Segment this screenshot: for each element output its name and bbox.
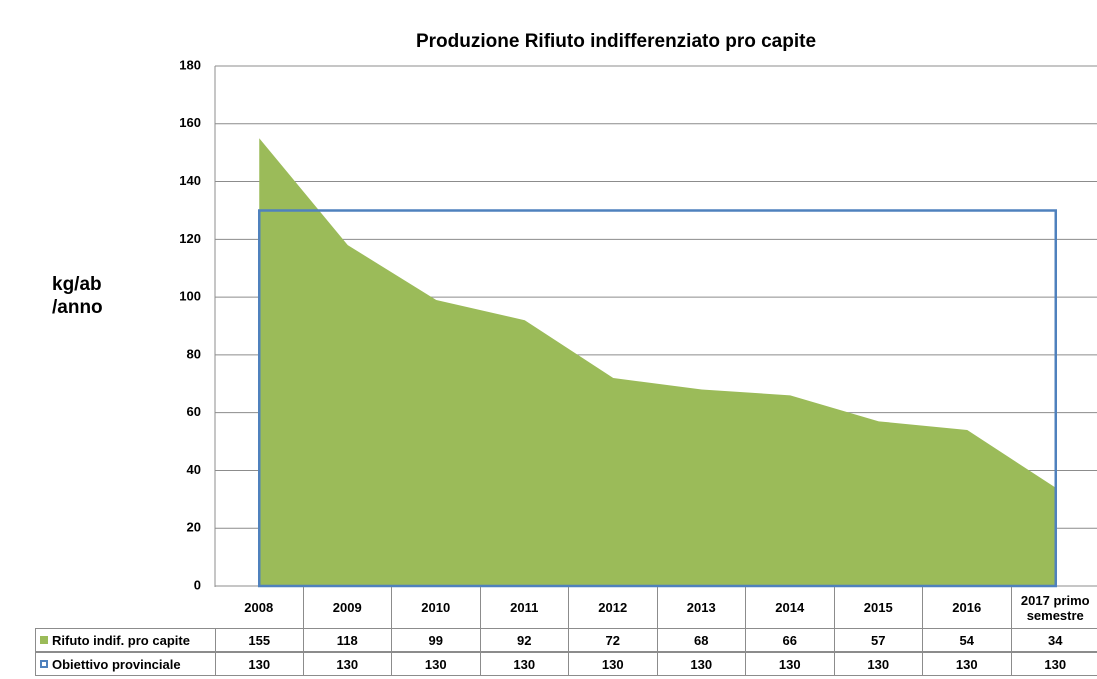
table-header-cell: 2010 bbox=[392, 587, 481, 628]
y-tick-label: 40 bbox=[187, 462, 201, 477]
y-tick-label: 20 bbox=[187, 520, 201, 535]
table-value-cell: 68 bbox=[657, 628, 746, 652]
table-value-cell: 130 bbox=[303, 652, 392, 676]
area bbox=[259, 138, 1056, 586]
y-tick-label: 0 bbox=[194, 577, 201, 592]
legend-label: Obiettivo provinciale bbox=[52, 656, 181, 672]
table-value-cell: 130 bbox=[480, 652, 569, 676]
table-header-cell: 2009 bbox=[304, 587, 392, 628]
table-header-cell: 2008 bbox=[215, 587, 304, 628]
table-legend-cell: Obiettivo provinciale bbox=[35, 652, 215, 676]
table-value-cell: 130 bbox=[746, 652, 835, 676]
legend-label: Rifuto indif. pro capite bbox=[52, 632, 190, 648]
table-header-cell: 2012 bbox=[569, 587, 658, 628]
target-area bbox=[258, 209, 1057, 588]
y-tick-label: 80 bbox=[187, 346, 201, 361]
y-tick-label: 60 bbox=[187, 404, 201, 419]
legend-key bbox=[40, 636, 48, 644]
table-value-cell: 118 bbox=[303, 628, 392, 652]
legend-key bbox=[40, 660, 48, 668]
table-legend-cell: Rifuto indif. pro capite bbox=[35, 628, 215, 652]
chart-title: Produzione Rifiuto indifferenziato pro c… bbox=[416, 31, 816, 52]
table-header-cell: 2016 bbox=[923, 587, 1012, 628]
y-tick-label: 180 bbox=[179, 57, 201, 72]
table-value-cell: 155 bbox=[215, 628, 304, 652]
y-tick-label: 100 bbox=[179, 289, 201, 304]
y-axis-label: kg/ab /anno bbox=[52, 274, 103, 318]
table-header-cell: 2011 bbox=[481, 587, 569, 628]
table-value-cell: 130 bbox=[657, 652, 746, 676]
y-tick-label: 160 bbox=[179, 115, 201, 130]
table-header-cell: 2015 bbox=[835, 587, 923, 628]
table-value-cell: 130 bbox=[923, 652, 1012, 676]
table-value-cell: 72 bbox=[569, 628, 658, 652]
y-tick-label: 120 bbox=[179, 231, 201, 246]
table-value-cell: 130 bbox=[834, 652, 923, 676]
table-value-cell: 34 bbox=[1011, 628, 1097, 652]
table-value-cell: 99 bbox=[392, 628, 481, 652]
y-tick-label: 140 bbox=[179, 173, 201, 188]
table-value-cell: 92 bbox=[480, 628, 569, 652]
table-header-cell: 2013 bbox=[658, 587, 746, 628]
table-value-cell: 66 bbox=[746, 628, 835, 652]
table-value-cell: 57 bbox=[834, 628, 923, 652]
table-value-cell: 130 bbox=[392, 652, 481, 676]
table-value-cell: 130 bbox=[1011, 652, 1097, 676]
table-value-cell: 130 bbox=[215, 652, 304, 676]
table-header-cell: 2017 primo semestre bbox=[1012, 587, 1097, 628]
table-header-cell: 2014 bbox=[746, 587, 835, 628]
table-value-cell: 130 bbox=[569, 652, 658, 676]
table-value-cell: 54 bbox=[923, 628, 1012, 652]
